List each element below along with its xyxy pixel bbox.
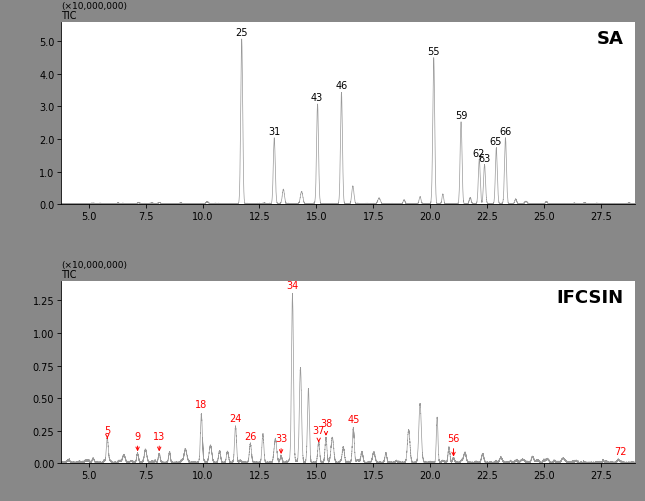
Text: 43: 43 [310,93,322,103]
Text: 56: 56 [448,433,460,456]
Text: 72: 72 [614,446,627,456]
Text: 63: 63 [478,153,490,163]
Text: 55: 55 [428,47,440,57]
Text: 34: 34 [286,281,299,291]
Text: 38: 38 [320,418,332,435]
Text: SA: SA [597,30,624,48]
Text: 5: 5 [104,425,110,438]
Text: 31: 31 [268,126,281,136]
Text: 26: 26 [244,431,257,441]
Text: 25: 25 [235,28,248,38]
Text: 13: 13 [153,431,165,450]
Text: 9: 9 [135,431,141,450]
Text: TIC: TIC [61,11,77,21]
Text: (×10,000,000): (×10,000,000) [61,261,127,270]
Text: 33: 33 [275,433,287,453]
Text: 45: 45 [347,414,359,424]
Text: (×10,000,000): (×10,000,000) [61,2,127,11]
Text: 66: 66 [499,126,511,136]
Text: 18: 18 [195,399,208,409]
Text: 65: 65 [490,136,502,146]
Text: IFCSIN: IFCSIN [557,289,624,307]
Text: 59: 59 [455,111,467,120]
Text: TIC: TIC [61,270,77,280]
Text: 46: 46 [335,81,348,91]
Text: 24: 24 [230,413,242,423]
Text: 62: 62 [473,149,485,158]
Text: 37: 37 [312,425,325,441]
